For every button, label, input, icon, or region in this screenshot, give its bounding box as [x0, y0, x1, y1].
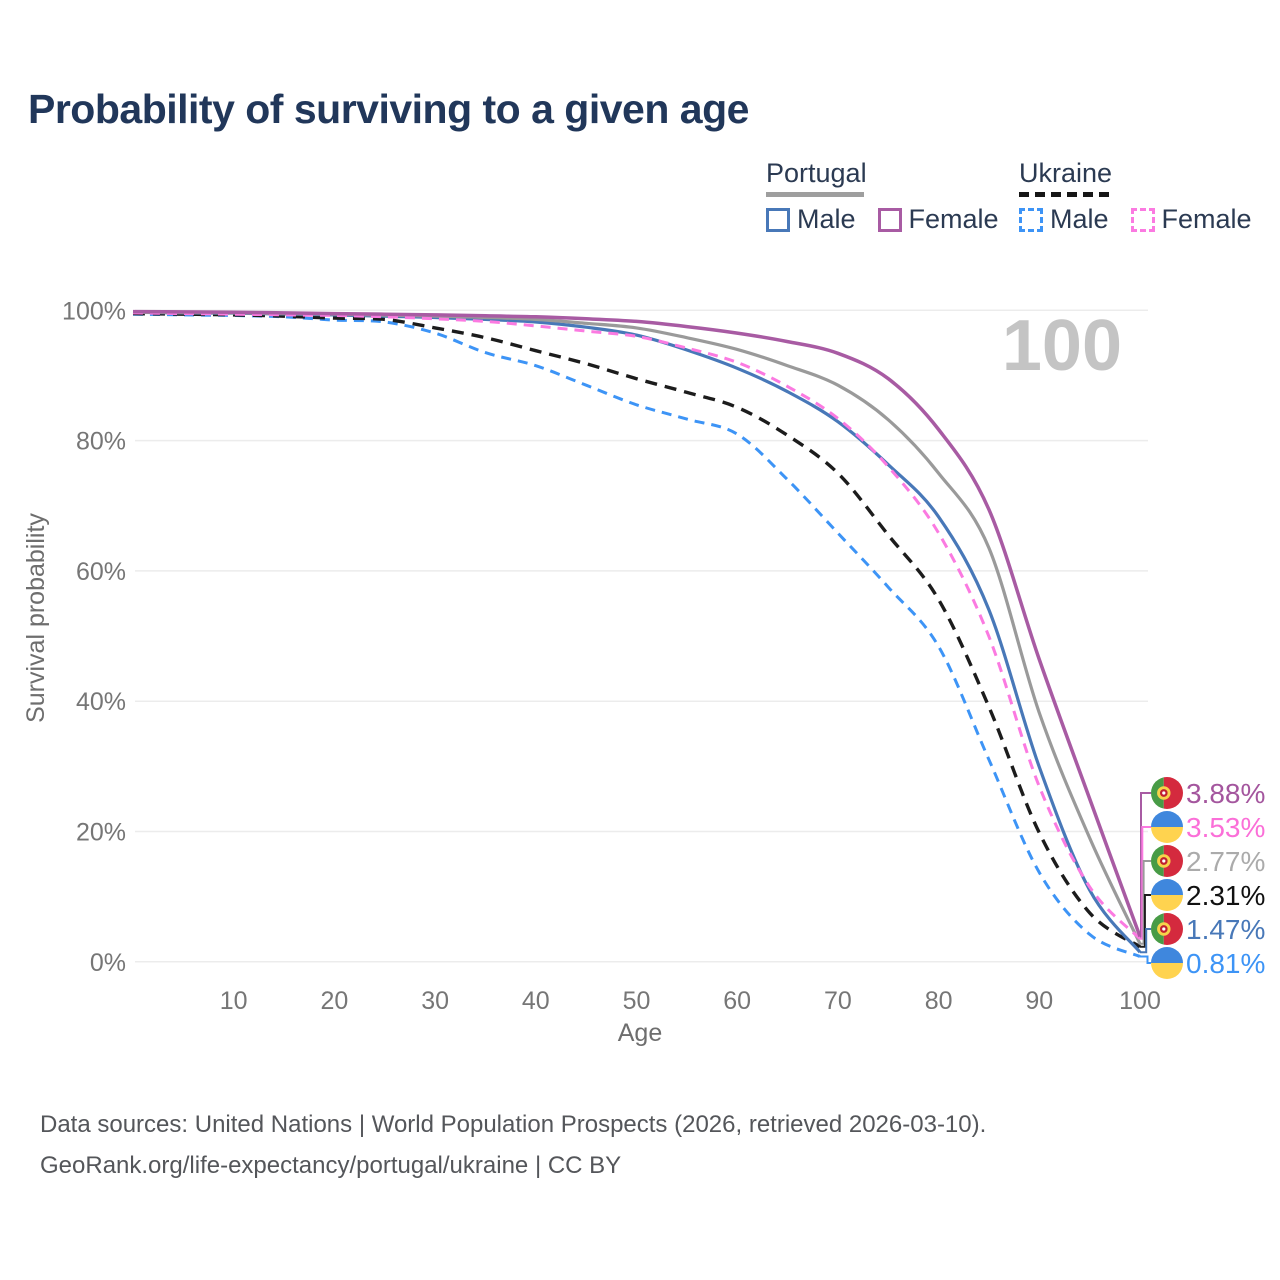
x-tick-label-30: 30 [421, 987, 449, 1015]
legend-country-portugal[interactable]: Portugal [766, 158, 867, 188]
end-label-connector-portugal-male-male [1140, 928, 1151, 954]
series-line-ukraine-female-female[interactable] [132, 311, 1142, 940]
series-line-portugal-both[interactable] [132, 310, 1142, 945]
pt-flag-icon [1151, 777, 1183, 809]
portugal-female-label[interactable]: Female [908, 204, 999, 234]
portugal-male-swatch[interactable] [766, 207, 790, 232]
y-tick-label-0: 0% [90, 949, 126, 977]
x-tick-label-100: 100 [1119, 987, 1161, 1015]
footer: Data sources: United Nations | World Pop… [40, 1104, 986, 1186]
data-sources-line: Data sources: United Nations | World Pop… [40, 1111, 987, 1138]
series-line-ukraine-male-male[interactable] [132, 312, 1141, 958]
end-label-connector-ukraine-both [1140, 894, 1151, 948]
x-tick-label-90: 90 [1025, 987, 1053, 1015]
x-tick-label-10: 10 [220, 987, 248, 1015]
y-tick-label-60: 60% [76, 558, 126, 586]
series-line-portugal-female-female[interactable] [132, 309, 1142, 938]
legend: Portugal Male Female Ukraine Male Female [0, 158, 1280, 248]
end-label-connector-portugal-both [1140, 860, 1151, 945]
end-value-label-ukraine-both: 2.31% [1186, 880, 1265, 911]
ua-flag-icon [1151, 879, 1183, 911]
y-tick-label-100: 100% [62, 297, 126, 325]
x-tick-label-60: 60 [723, 987, 751, 1015]
y-tick-label-80: 80% [76, 428, 126, 456]
end-label-connector-ukraine-female-female [1140, 826, 1151, 940]
x-tick-label-20: 20 [320, 987, 348, 1015]
ukraine-female-label[interactable]: Female [1161, 204, 1252, 234]
x-tick-label-40: 40 [522, 987, 550, 1015]
legend-group-ukraine: Ukraine Male Female [1019, 158, 1274, 235]
ukraine-female-swatch[interactable] [1130, 207, 1155, 232]
end-value-label-portugal-male-male: 1.47% [1186, 914, 1265, 945]
end-value-label-ukraine-female-female: 3.53% [1186, 812, 1265, 843]
ukraine-linestyle-swatch [1019, 192, 1109, 197]
legend-items-ukraine: Male Female [1019, 204, 1274, 235]
x-axis-title: Age [618, 1019, 662, 1047]
legend-group-portugal: Portugal Male Female [766, 158, 1021, 235]
series-line-portugal-male-male[interactable] [132, 310, 1142, 954]
pt-flag-icon [1151, 913, 1183, 945]
x-tick-label-80: 80 [925, 987, 953, 1015]
portugal-linestyle-swatch [766, 192, 864, 197]
end-label-connector-portugal-female-female [1140, 792, 1151, 938]
end-value-label-portugal-female-female: 3.88% [1186, 778, 1265, 809]
pt-flag-icon [1151, 845, 1183, 877]
legend-items-portugal: Male Female [766, 204, 1021, 235]
page-title: Probability of surviving to a given age [28, 86, 749, 132]
ukraine-male-label[interactable]: Male [1050, 204, 1109, 234]
y-tick-label-40: 40% [76, 688, 126, 716]
series-line-ukraine-both[interactable] [132, 311, 1141, 949]
survival-chart: 0% 20% 40% 60% 80% 100% 10 20 30 40 50 60 70 80 90 100 A… [22, 297, 1265, 1047]
x-tick-label-70: 70 [824, 987, 852, 1015]
y-tick-label-20: 20% [76, 819, 126, 847]
legend-country-ukraine[interactable]: Ukraine [1019, 158, 1113, 188]
end-value-label-portugal-both: 2.77% [1186, 846, 1265, 877]
ua-flag-icon [1151, 811, 1183, 843]
ukraine-male-swatch[interactable] [1019, 207, 1043, 232]
x-tick-label-50: 50 [623, 987, 651, 1015]
attribution-line: GeoRank.org/life-expectancy/portugal/ukr… [40, 1152, 622, 1179]
portugal-male-label[interactable]: Male [797, 204, 856, 234]
portugal-female-swatch[interactable] [877, 207, 902, 232]
end-value-label-ukraine-male-male: 0.81% [1186, 948, 1265, 979]
chart-area: 0% 20% 40% 60% 80% 100% 10 20 30 40 50 60 70 80 90 100 A… [0, 240, 1280, 1080]
end-label-connector-ukraine-male-male [1140, 955, 1151, 964]
ua-flag-icon [1151, 947, 1183, 979]
age-watermark: 100 [1002, 306, 1122, 386]
y-axis-title: Survival probability [22, 513, 50, 723]
